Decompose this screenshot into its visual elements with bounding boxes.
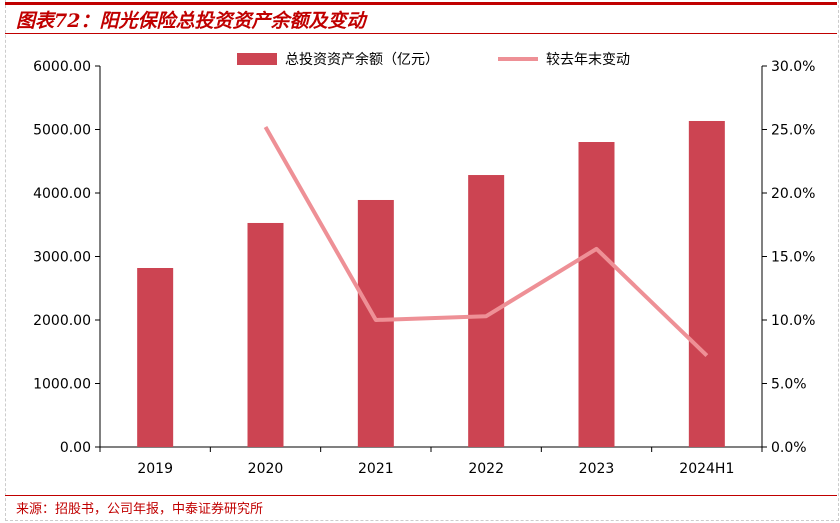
bar-2019 xyxy=(137,267,174,447)
footer-rule xyxy=(5,495,837,496)
left-tick-label: 5000.00 xyxy=(33,123,91,139)
right-tick-label: 20.0% xyxy=(771,186,815,202)
left-tick-label: 2000.00 xyxy=(33,313,91,329)
x-tick-label: 2024H1 xyxy=(679,461,734,477)
x-tick-label: 2022 xyxy=(468,461,504,477)
right-tick-label: 5.0% xyxy=(771,377,807,393)
right-tick-label: 30.0% xyxy=(771,59,815,75)
bar-2023 xyxy=(578,142,615,447)
bar-2024H1 xyxy=(688,120,725,447)
right-tick-label: 15.0% xyxy=(771,250,815,266)
legend-line-label: 较去年末变动 xyxy=(546,52,630,68)
x-tick-label: 2020 xyxy=(248,461,284,477)
source-note: 来源：招股书，公司年报，中泰证券研究所 xyxy=(16,502,264,517)
x-tick-label: 2021 xyxy=(358,461,394,477)
right-tick-label: 0.0% xyxy=(771,440,807,456)
x-tick-label: 2019 xyxy=(137,461,173,477)
left-tick-label: 1000.00 xyxy=(33,377,91,393)
bar-2021 xyxy=(357,199,394,447)
bar-2022 xyxy=(468,175,505,448)
left-tick-label: 3000.00 xyxy=(33,250,91,266)
legend-bar-swatch xyxy=(237,53,277,65)
legend-bar-label: 总投资资产余额（亿元） xyxy=(285,51,439,68)
left-tick-label: 0.00 xyxy=(60,440,91,456)
left-tick-label: 6000.00 xyxy=(33,59,91,75)
top-rule xyxy=(5,2,837,5)
right-tick-label: 10.0% xyxy=(771,313,815,329)
left-tick-label: 4000.00 xyxy=(33,186,91,202)
chart-title: 图表72：阳光保险总投资资产余额及变动 xyxy=(16,10,366,32)
bar-2020 xyxy=(247,222,284,447)
figure-frame xyxy=(5,0,839,521)
x-tick-label: 2023 xyxy=(579,461,615,477)
right-tick-label: 25.0% xyxy=(771,123,815,139)
title-rule xyxy=(5,33,837,34)
